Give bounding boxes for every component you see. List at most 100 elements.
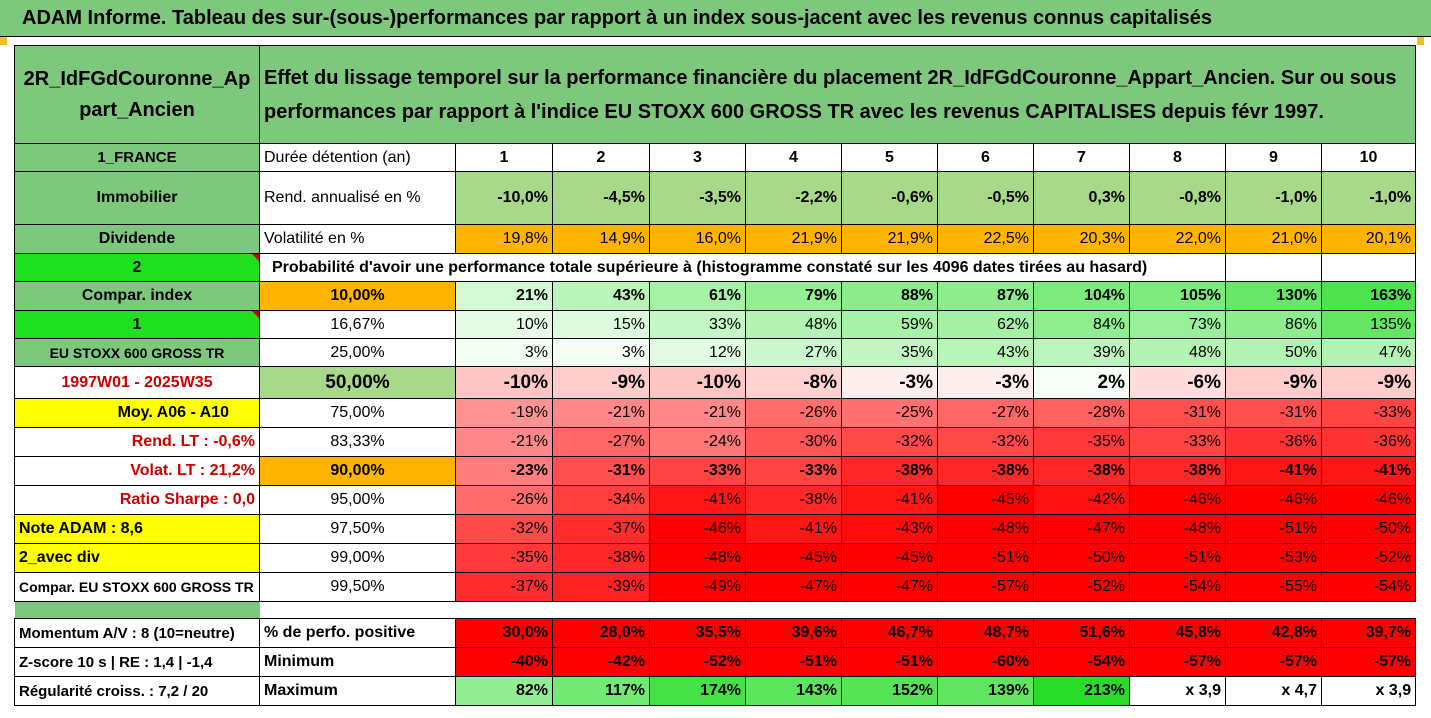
probability-cell: 73% bbox=[1129, 310, 1226, 339]
probability-cell: -38% bbox=[552, 543, 650, 573]
maximum-cell: 143% bbox=[745, 676, 842, 706]
probability-cell: 88% bbox=[841, 281, 938, 311]
positive-cell: 51,6% bbox=[1033, 618, 1130, 648]
probability-threshold: 95,00% bbox=[259, 485, 456, 515]
vol-cell: 16,0% bbox=[649, 224, 746, 254]
probability-cell: -32% bbox=[455, 514, 553, 544]
probability-cell: 59% bbox=[841, 310, 938, 339]
volat-lt-label: Volat. LT : 21,2% bbox=[14, 456, 260, 486]
maximum-cell: x 3,9 bbox=[1320, 676, 1417, 706]
note-adam-label: Note ADAM : 8,6 bbox=[14, 514, 260, 544]
probability-cell: -52% bbox=[1033, 572, 1130, 602]
probability-cell: -38% bbox=[1129, 456, 1226, 486]
probability-cell: -39% bbox=[552, 572, 650, 602]
probability-cell: -41% bbox=[841, 485, 938, 515]
maximum-cell: 213% bbox=[1033, 676, 1130, 706]
probability-cell: 12% bbox=[649, 338, 746, 367]
rend-label: Rend. annualisé en % bbox=[259, 171, 456, 225]
probability-cell: 79% bbox=[745, 281, 842, 311]
moy-label: Moy. A06 - A10 bbox=[14, 398, 260, 428]
probability-row: Volat. LT : 21,2% 90,00% -23% -31% -33% -33% -… bbox=[14, 456, 1417, 486]
probability-cell: 10% bbox=[455, 310, 553, 339]
description-text: Effet du lissage temporel sur la perform… bbox=[258, 45, 1417, 144]
compar-index-name: Compar. EU STOXX 600 GROSS TR bbox=[14, 572, 260, 602]
probability-cell: -9% bbox=[552, 366, 650, 399]
minimum-cell: -51% bbox=[745, 647, 842, 677]
probability-cell: -23% bbox=[455, 456, 553, 486]
probability-cell: 105% bbox=[1129, 281, 1226, 311]
vol-cell: 22,5% bbox=[937, 224, 1034, 254]
corner-marker bbox=[0, 37, 7, 45]
country-label: 1_FRANCE bbox=[14, 143, 260, 172]
momentum-label: Momentum A/V : 8 (10=neutre) bbox=[14, 618, 260, 648]
empty-cell bbox=[1225, 253, 1322, 282]
probability-cell: -31% bbox=[1129, 398, 1226, 428]
duration-header: 8 bbox=[1129, 143, 1226, 172]
report-banner: ADAM Informe. Tableau des sur-(sous-)per… bbox=[0, 0, 1431, 37]
probability-cell: -52% bbox=[1320, 543, 1417, 573]
duration-header: 5 bbox=[841, 143, 938, 172]
probability-row: 2_avec div 99,00% -35% -38% -48% -45% -45% -51%… bbox=[14, 543, 1417, 573]
positive-cell: 30,0% bbox=[455, 618, 553, 648]
probability-cell: -27% bbox=[552, 427, 650, 457]
probability-cell: -38% bbox=[1033, 456, 1130, 486]
probability-cell: -9% bbox=[1225, 366, 1322, 399]
positive-cell: 35,5% bbox=[649, 618, 746, 648]
zscore-label: Z-score 10 s | RE : 1,4 | -1,4 bbox=[14, 647, 260, 677]
probability-cell: -3% bbox=[841, 366, 938, 399]
probability-cell: -48% bbox=[649, 543, 746, 573]
probability-cell: 3% bbox=[552, 338, 650, 367]
probability-cell: -48% bbox=[937, 514, 1034, 544]
maximum-cell: 152% bbox=[841, 676, 938, 706]
probability-cell: -9% bbox=[1320, 366, 1417, 399]
probability-cell: -46% bbox=[1129, 485, 1226, 515]
probability-cell: 61% bbox=[649, 281, 746, 311]
probability-cell: -25% bbox=[841, 398, 938, 428]
probability-cell: -47% bbox=[841, 572, 938, 602]
probability-row: EU STOXX 600 GROSS TR 25,00% 3% 3% 12% 27% 35%… bbox=[14, 338, 1417, 367]
positive-cell: 39,7% bbox=[1320, 618, 1417, 648]
probability-cell: 15% bbox=[552, 310, 650, 339]
probability-cell: -37% bbox=[552, 514, 650, 544]
probability-cell: -49% bbox=[649, 572, 746, 602]
duration-header: 9 bbox=[1225, 143, 1322, 172]
probability-cell: -46% bbox=[649, 514, 746, 544]
probability-cell: -41% bbox=[1225, 456, 1322, 486]
probability-cell: -51% bbox=[937, 543, 1034, 573]
probability-cell: 2% bbox=[1033, 366, 1130, 399]
index-name: EU STOXX 600 GROSS TR bbox=[14, 338, 260, 367]
sharpe-label: Ratio Sharpe : 0,0 bbox=[14, 485, 260, 515]
vol-cell: 21,0% bbox=[1225, 224, 1322, 254]
probability-cell: 135% bbox=[1320, 310, 1417, 339]
probability-row: Compar. index 10,00% 21% 43% 61% 79% 88% 87% 104… bbox=[14, 281, 1417, 311]
minimum-cell: -57% bbox=[1320, 647, 1417, 677]
probability-cell: -38% bbox=[937, 456, 1034, 486]
regularity-label: Régularité croiss. : 7,2 / 20 bbox=[14, 676, 260, 706]
probability-row: Note ADAM : 8,6 97,50% -32% -37% -46% -41% -43… bbox=[14, 514, 1417, 544]
minimum-cell: -57% bbox=[1225, 647, 1322, 677]
probability-cell: 84% bbox=[1033, 310, 1130, 339]
probability-cell: -53% bbox=[1225, 543, 1322, 573]
probability-cell: -45% bbox=[745, 543, 842, 573]
flag-1: 1 bbox=[14, 310, 260, 339]
probability-cell: -32% bbox=[841, 427, 938, 457]
probability-cell: -36% bbox=[1225, 427, 1322, 457]
probability-cell: -47% bbox=[745, 572, 842, 602]
probability-cell: 21% bbox=[455, 281, 553, 311]
probability-cell: -46% bbox=[1320, 485, 1417, 515]
probability-threshold: 90,00% bbox=[259, 456, 456, 486]
minimum-cell: -52% bbox=[649, 647, 746, 677]
probability-cell: -43% bbox=[841, 514, 938, 544]
rend-cell: -1,0% bbox=[1320, 171, 1417, 225]
rend-cell: -0,6% bbox=[841, 171, 938, 225]
probability-cell: -19% bbox=[455, 398, 553, 428]
rend-cell: -10,0% bbox=[455, 171, 553, 225]
vol-cell: 14,9% bbox=[552, 224, 650, 254]
probability-threshold: 97,50% bbox=[259, 514, 456, 544]
probability-cell: -26% bbox=[745, 398, 842, 428]
probability-row: Ratio Sharpe : 0,0 95,00% -26% -34% -41% -38%… bbox=[14, 485, 1417, 515]
duration-header: 2 bbox=[552, 143, 650, 172]
vol-cell: 21,9% bbox=[841, 224, 938, 254]
rend-cell: -0,5% bbox=[937, 171, 1034, 225]
probability-cell: -47% bbox=[1033, 514, 1130, 544]
